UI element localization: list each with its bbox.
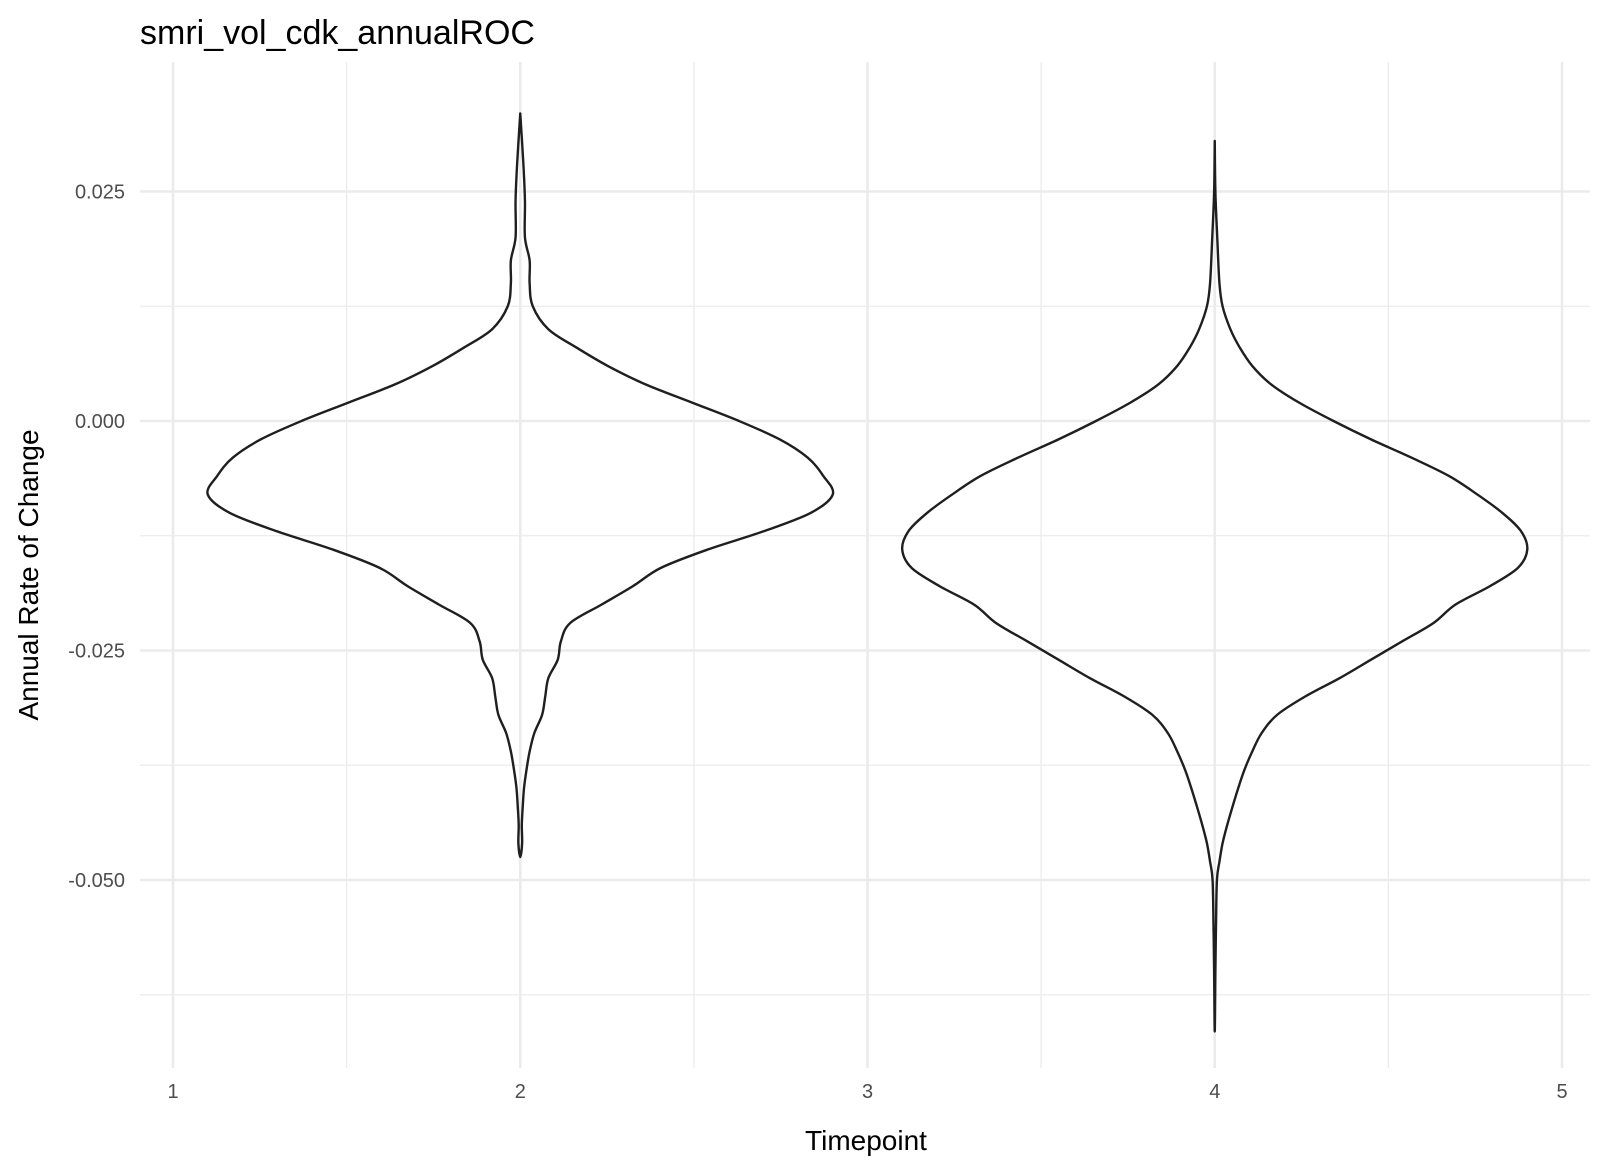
y-tick-labels: 0.025 0.000 -0.025 -0.050 bbox=[68, 182, 125, 893]
violin-timepoint-2 bbox=[206, 112, 835, 859]
x-tick-label: 5 bbox=[1556, 1081, 1567, 1103]
minor-gridlines bbox=[140, 62, 1590, 1068]
y-tick-label: 0.000 bbox=[75, 411, 125, 433]
x-tick-label: 2 bbox=[515, 1081, 526, 1103]
x-tick-label: 1 bbox=[167, 1081, 178, 1103]
y-tick-label: 0.025 bbox=[75, 182, 125, 204]
x-tick-label: 3 bbox=[862, 1081, 873, 1103]
violin-timepoint-4 bbox=[900, 139, 1529, 1033]
y-tick-label: -0.050 bbox=[68, 870, 125, 892]
violins bbox=[206, 112, 1529, 1033]
x-tick-label: 4 bbox=[1209, 1081, 1220, 1103]
x-axis-title: Timepoint bbox=[805, 1125, 927, 1156]
y-axis-title: Annual Rate of Change bbox=[13, 429, 44, 720]
chart-title: smri_vol_cdk_annualROC bbox=[140, 14, 535, 52]
major-gridlines bbox=[140, 62, 1590, 1068]
x-tick-labels: 1 2 3 4 5 bbox=[167, 1081, 1567, 1103]
y-tick-label: -0.025 bbox=[68, 641, 125, 663]
